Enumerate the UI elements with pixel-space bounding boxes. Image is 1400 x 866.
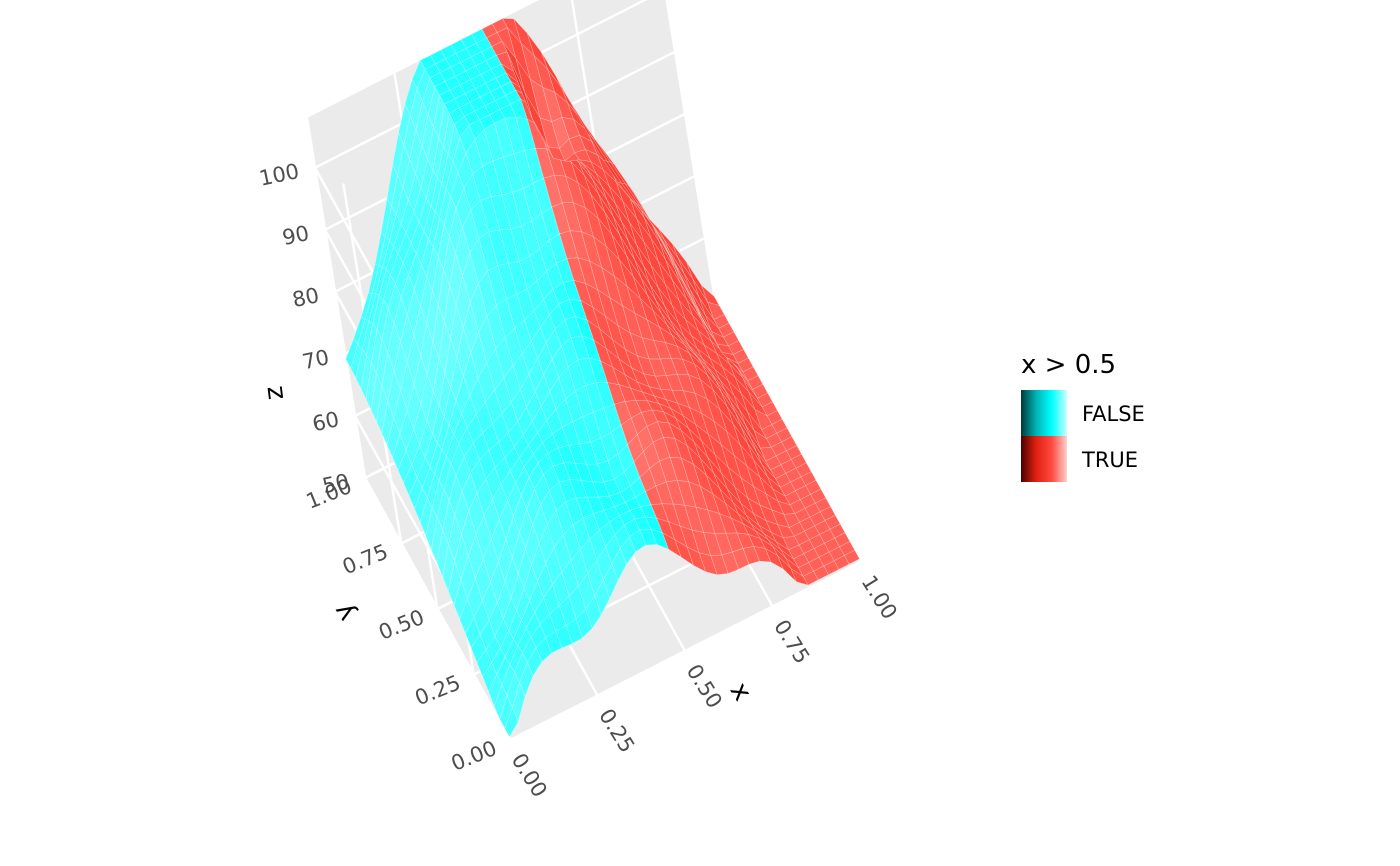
y-tick-label: 0.00 (448, 736, 500, 776)
legend-key-true (1021, 436, 1067, 482)
z-tick-label: 100 (257, 159, 301, 191)
legend-label-false: FALSE (1082, 402, 1145, 426)
z-tick-label: 70 (300, 345, 331, 374)
x-tick-label: 0.50 (682, 660, 727, 712)
x-tick-label: 0.25 (594, 705, 639, 757)
x-tick-label: 0.00 (507, 749, 552, 801)
y-tick-label: 0.25 (412, 670, 464, 710)
z-tick-label: 90 (280, 221, 311, 250)
legend-keys (1021, 390, 1067, 482)
y-tick-label: 0.50 (375, 605, 427, 645)
surface-mesh (345, 18, 860, 738)
y-axis-title: y (328, 598, 362, 627)
z-tick-label: 60 (310, 407, 341, 436)
x-tick-label: 0.75 (769, 616, 814, 668)
y-tick-label: 0.75 (339, 539, 391, 579)
surface-facet-true (701, 285, 720, 307)
z-tick-label: 50 (320, 469, 351, 498)
x-tick-label: 1.00 (857, 571, 902, 623)
legend-title: x > 0.5 (1021, 350, 1116, 380)
legend-key-false (1021, 390, 1067, 436)
legend-label-true: TRUE (1081, 448, 1138, 472)
z-axis-title: z (259, 384, 290, 401)
z-tick-label: 80 (290, 283, 321, 312)
legend: x > 0.5 FALSE TRUE (1021, 350, 1145, 482)
x-axis-title: x (724, 677, 758, 706)
